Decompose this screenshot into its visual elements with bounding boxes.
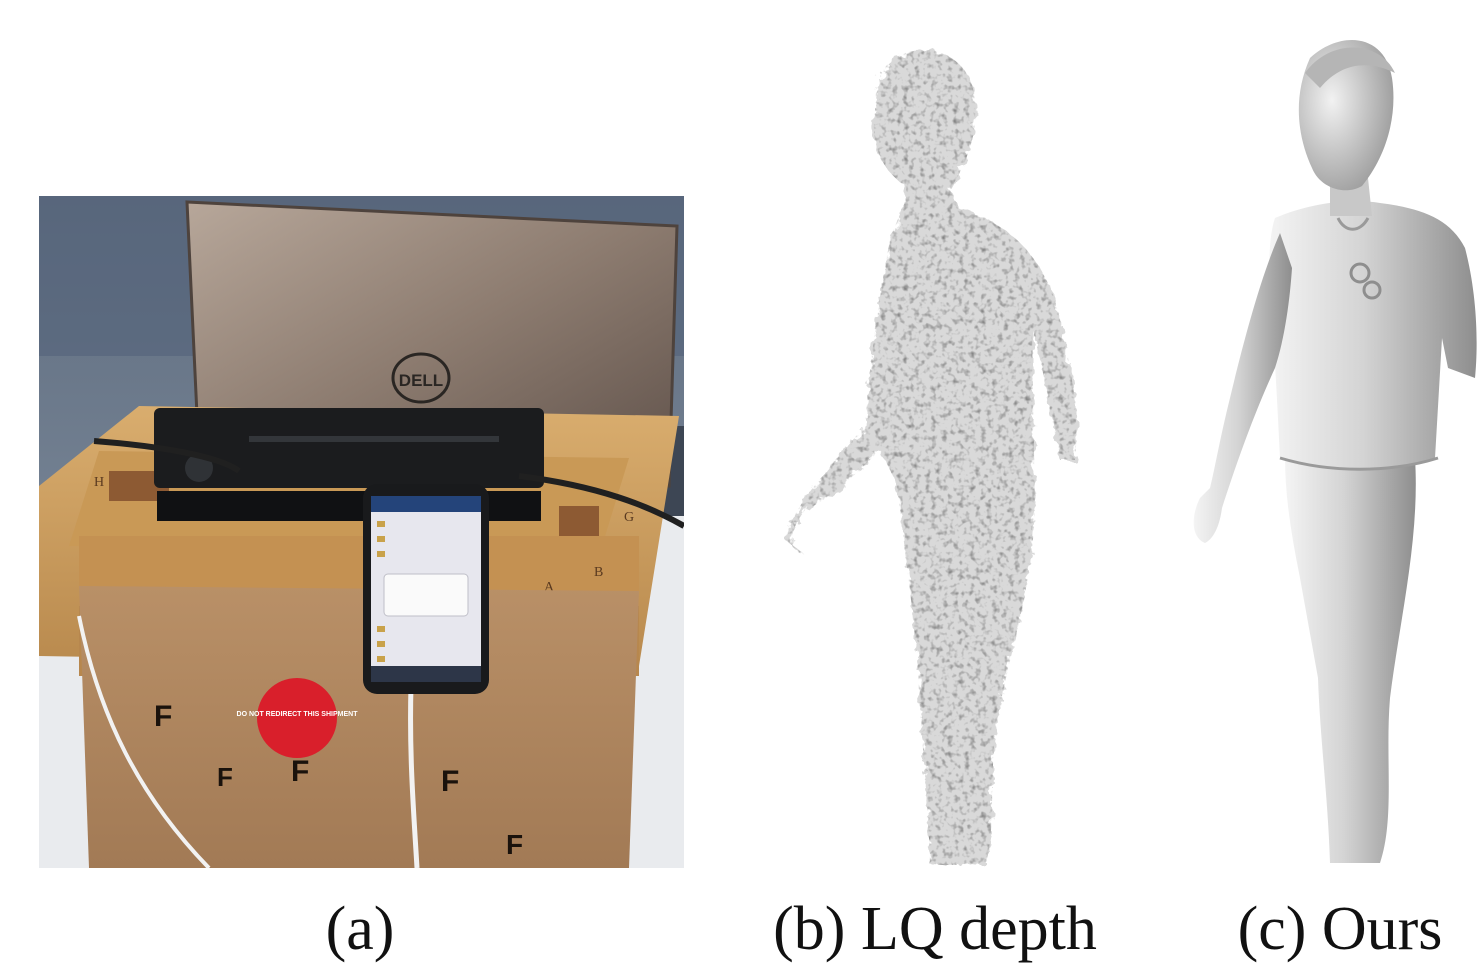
caption-a: (a) [325, 895, 395, 963]
camera-lens-icon [185, 454, 213, 482]
ours-render [1180, 18, 1478, 870]
board-letter: H [94, 475, 104, 490]
box-letter: F [154, 700, 172, 733]
setup-photo-illustration: DELL H G A B F F F F F DO NOT REDIRECT T… [39, 196, 684, 868]
lq-depth-render [770, 30, 1100, 875]
box-letter: F [506, 829, 523, 860]
shipping-sticker [257, 678, 337, 758]
box-letter: F [291, 755, 309, 788]
dell-logo-icon [391, 352, 451, 404]
smooth-legs [1285, 458, 1416, 863]
caption-b: (b) LQ depth [773, 895, 1097, 963]
board-letter: A [544, 580, 555, 595]
board-letter: G [624, 510, 634, 525]
ours-figure [1193, 39, 1477, 863]
sticker-text: DO NOT REDIRECT THIS SHIPMENT [237, 711, 359, 718]
smooth-torso [1269, 201, 1477, 470]
setup-photo: DELL H G A B F F F F F DO NOT REDIRECT T… [39, 196, 684, 868]
laptop-logo-text: DELL [399, 371, 443, 390]
caption-c: (c) Ours [1237, 895, 1443, 963]
smooth-arm [1193, 233, 1292, 543]
box-letter: F [217, 762, 233, 792]
lq-depth-figure [785, 50, 1077, 865]
board-letter: B [594, 565, 603, 580]
box-letter: F [441, 765, 459, 798]
